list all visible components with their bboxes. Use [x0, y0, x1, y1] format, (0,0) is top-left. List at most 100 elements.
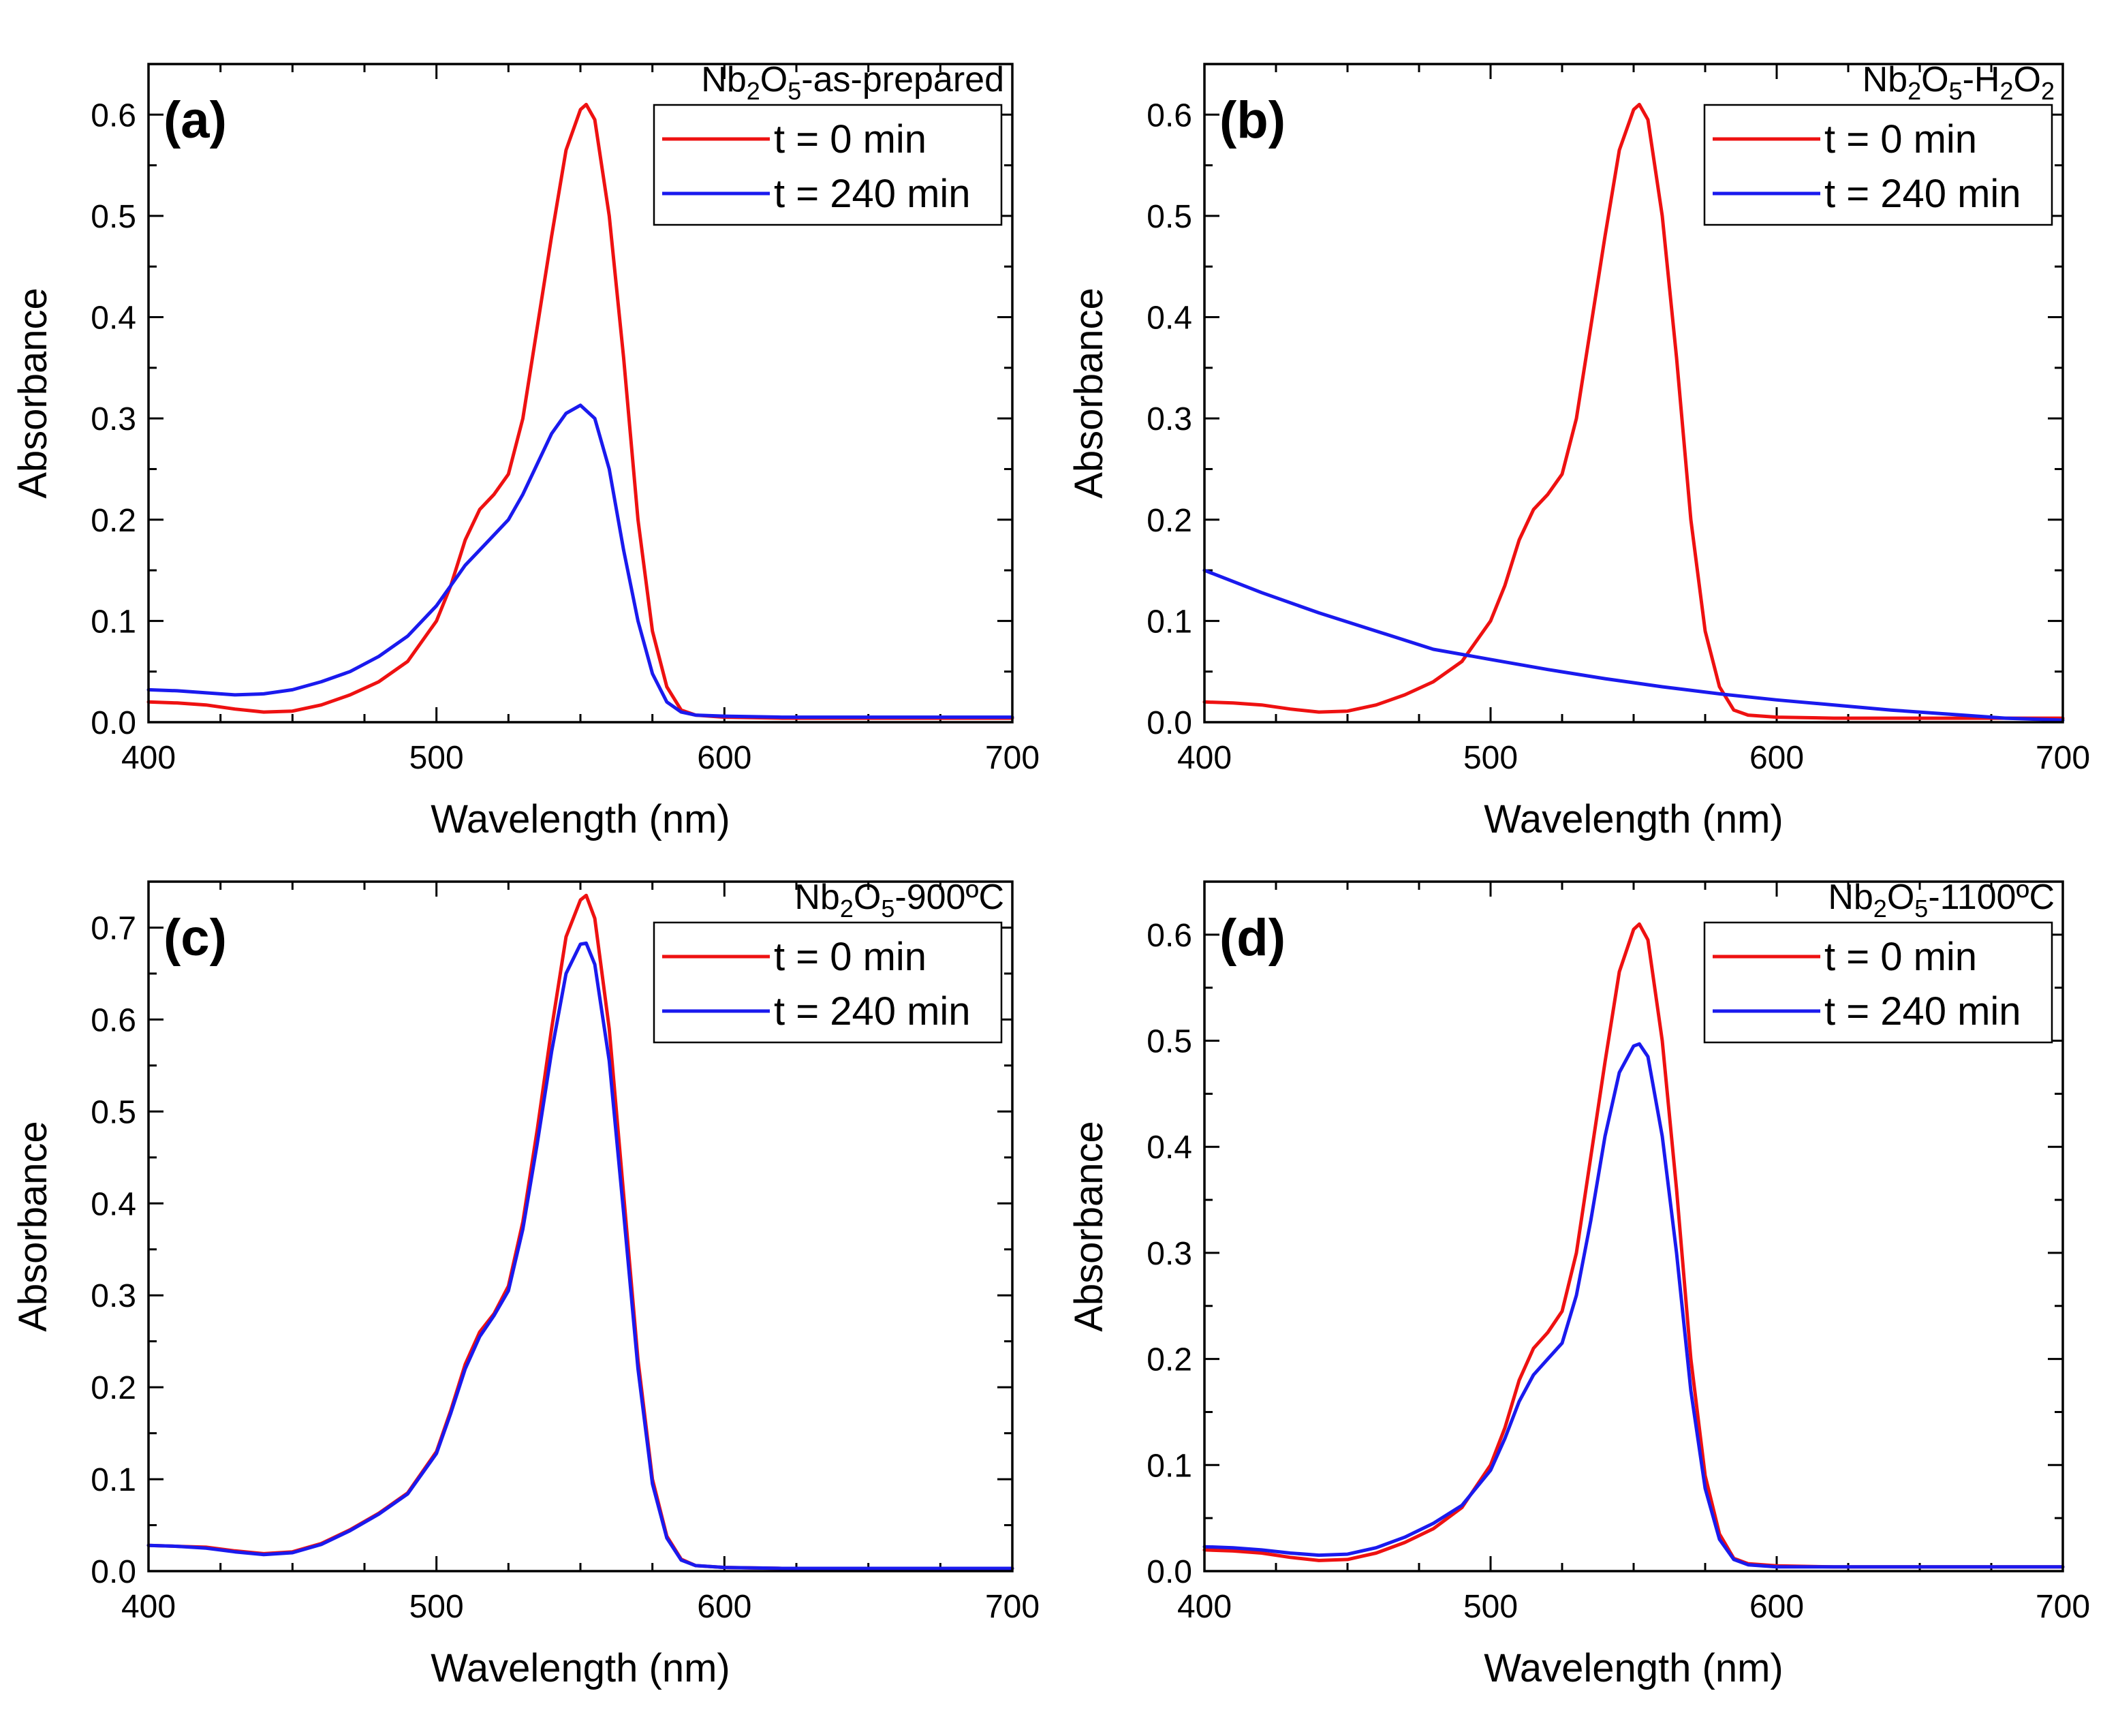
y-tick-label: 0.4 — [1147, 1130, 1192, 1166]
x-tick-label: 700 — [985, 1589, 1040, 1625]
legend: t = 0 min t = 240 min — [653, 921, 1003, 1044]
sample-label-prefix: Nb — [794, 878, 839, 917]
x-axis-title: Wavelength (nm) — [1484, 797, 1783, 841]
legend-entry: t = 0 min — [774, 935, 926, 979]
sample-label-sub2: 5 — [881, 895, 894, 923]
y-tick-label: 0.6 — [91, 1002, 136, 1038]
y-axis-title: Absorbance — [1067, 1121, 1111, 1332]
sample-label: Nb2O5-1100ºC — [1828, 878, 2055, 923]
sample-label-sub3: 2 — [1999, 77, 2013, 105]
x-tick-label: 600 — [697, 740, 751, 776]
y-tick-label: 0.7 — [91, 910, 136, 946]
sample-label-suffix: -as-prepared — [801, 60, 1004, 99]
sample-label-sub2: 5 — [788, 77, 801, 105]
y-axis-title: Absorbance — [1067, 288, 1111, 499]
x-tick-label: 600 — [1749, 740, 1804, 776]
y-axis-title: Absorbance — [11, 1121, 55, 1332]
panel-label: (c) — [163, 909, 227, 967]
sample-label: Nb2O5-as-prepared — [701, 60, 1004, 105]
y-tick-label: 0.4 — [1147, 300, 1192, 337]
legend-entry: t = 240 min — [1824, 989, 2021, 1034]
panel-b: 400 500 600 700 0.0 0.1 0.2 0.3 0.4 0.5 0.6 Wavelen… — [1067, 60, 2090, 841]
x-tick-label: 400 — [121, 740, 176, 776]
x-tick-label: 500 — [1463, 740, 1518, 776]
y-tick-label: 0.1 — [1147, 1448, 1192, 1484]
y-tick-label: 0.1 — [91, 604, 136, 640]
y-tick-label: 0.3 — [1147, 1236, 1192, 1272]
sample-label-sub1: 2 — [840, 895, 854, 923]
y-tick-label: 0.0 — [1147, 1554, 1192, 1590]
sample-label-prefix: Nb — [1828, 878, 1873, 917]
legend-box — [653, 921, 1003, 1044]
sample-label-suffix: -900ºC — [894, 878, 1004, 917]
y-tick-label: 0.0 — [91, 705, 136, 741]
y-tick-label: 0.2 — [1147, 503, 1192, 539]
y-tick-label: 0.2 — [91, 503, 136, 539]
sample-label-mid: O — [1887, 878, 1914, 917]
panel-label: (b) — [1219, 91, 1286, 149]
sample-label-prefix: Nb — [1863, 60, 1907, 99]
plot-frame — [147, 63, 1014, 724]
legend-entry: t = 0 min — [774, 117, 926, 161]
x-tick-label: 700 — [985, 740, 1040, 776]
x-tick-label: 400 — [1177, 740, 1232, 776]
legend-box — [1703, 921, 2053, 1044]
x-tick-label: 500 — [409, 740, 464, 776]
y-tick-label: 0.4 — [91, 300, 136, 337]
plot-frame — [147, 880, 1014, 1572]
legend: t = 0 min t = 240 min — [653, 104, 1003, 226]
x-axis-title: Wavelength (nm) — [1484, 1646, 1783, 1690]
y-tick-label: 0.3 — [1147, 401, 1192, 437]
plot-frame — [1203, 63, 2064, 724]
series-line-t240 — [146, 941, 1014, 1570]
series-line-t0 — [146, 102, 1014, 720]
y-tick-label: 0.0 — [1147, 705, 1192, 741]
y-tick-label: 0.6 — [1147, 97, 1192, 134]
x-tick-label: 700 — [2036, 740, 2090, 776]
plot-frame — [1203, 880, 2064, 1572]
legend-box — [1703, 104, 2053, 226]
series-line-t240 — [146, 403, 1014, 719]
x-tick-label: 700 — [2036, 1589, 2090, 1625]
legend-entry: t = 240 min — [774, 989, 971, 1034]
x-tick-label: 600 — [697, 1589, 751, 1625]
x-axis-title: Wavelength (nm) — [431, 1646, 730, 1690]
y-tick-label: 0.1 — [91, 1462, 136, 1498]
series-line-t0 — [1202, 102, 2065, 720]
panel-c: 400 500 600 700 0.0 0.1 0.2 0.3 0.4 0.5 0.6 0.7 Wave… — [11, 878, 1040, 1690]
panel-d: 400 500 600 700 0.0 0.1 0.2 0.3 0.4 0.5 0.6 Wavelen… — [1067, 878, 2090, 1690]
sample-label-mid: O — [854, 878, 881, 917]
sample-label-mid2: O — [2014, 60, 2041, 99]
sample-label-suffix: -H — [1963, 60, 2000, 99]
y-tick-label: 0.5 — [1147, 199, 1192, 235]
y-tick-label: 0.2 — [91, 1370, 136, 1406]
y-tick-label: 0.5 — [1147, 1024, 1192, 1060]
sample-label-sub1: 2 — [1907, 77, 1921, 105]
x-tick-label: 400 — [121, 1589, 176, 1625]
y-tick-label: 0.2 — [1147, 1342, 1192, 1378]
legend-entry: t = 0 min — [1824, 935, 1977, 979]
x-axis-title: Wavelength (nm) — [431, 797, 730, 841]
sample-label-sub4: 2 — [2041, 77, 2055, 105]
y-tick-label: 0.5 — [91, 1094, 136, 1130]
legend-entry: t = 240 min — [1824, 172, 2021, 216]
sample-label: Nb2O5-H2O2 — [1863, 60, 2055, 105]
y-tick-label: 0.6 — [1147, 918, 1192, 954]
sample-label-sub2: 5 — [1949, 77, 1963, 105]
series-line-t240 — [1202, 1042, 2065, 1569]
sample-label-mid: O — [760, 60, 788, 99]
y-axis-title: Absorbance — [11, 288, 55, 499]
sample-label-sub2: 5 — [1914, 895, 1928, 923]
panel-a: 400 500 600 700 0.0 0.1 0.2 0.3 0.4 0.5 0.6 Wavelen… — [11, 60, 1040, 841]
legend-entry: t = 0 min — [1824, 117, 1977, 161]
y-tick-label: 0.3 — [91, 1278, 136, 1314]
series-line-t0 — [1202, 922, 2065, 1569]
y-tick-label: 0.5 — [91, 199, 136, 235]
y-tick-label: 0.0 — [91, 1554, 136, 1590]
legend-box — [653, 104, 1003, 226]
sample-label-suffix: -1100ºC — [1928, 878, 2055, 917]
x-tick-label: 400 — [1177, 1589, 1232, 1625]
y-tick-label: 0.1 — [1147, 604, 1192, 640]
sample-label-sub1: 2 — [1873, 895, 1887, 923]
